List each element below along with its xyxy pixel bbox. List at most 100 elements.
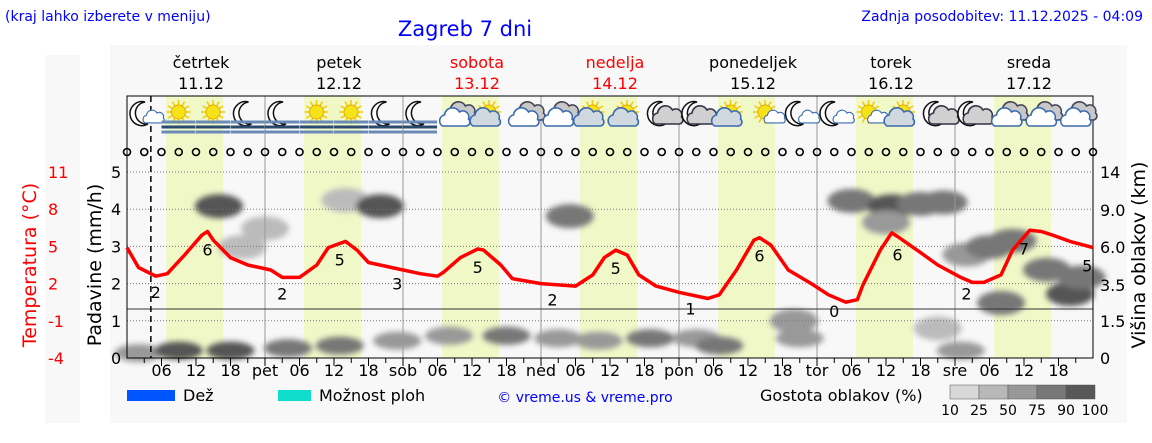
x-tick-label: 18 xyxy=(220,361,240,380)
rain-legend-label: Dež xyxy=(183,386,214,405)
three-hour-marker xyxy=(519,147,529,157)
three-hour-marker xyxy=(967,147,977,157)
cloud-height-tick: 1.5 xyxy=(1100,312,1125,331)
sun-ray xyxy=(767,101,772,107)
daylight-band xyxy=(442,96,500,358)
three-hour-marker xyxy=(950,147,960,157)
sun-ray xyxy=(482,101,487,107)
cloud-height-axis-label: Višina oblakov (km) xyxy=(1128,162,1150,349)
three-hour-marker xyxy=(829,147,839,157)
x-tick-label: 18 xyxy=(1048,361,1068,380)
x-tick-label: pon xyxy=(664,361,694,380)
sun-ray xyxy=(598,105,604,110)
day-name: sreda xyxy=(1007,53,1051,72)
three-hour-marker xyxy=(709,147,718,157)
three-hour-marker xyxy=(881,147,891,157)
precipitation-tick: 4 xyxy=(111,200,121,219)
sun-cloud-icon xyxy=(710,100,743,127)
moon-fog-icon xyxy=(403,100,437,134)
moon-shape xyxy=(784,100,804,127)
temperature-value-label: 5 xyxy=(1082,257,1092,276)
three-hour-marker xyxy=(691,147,701,157)
density-step-label: 50 xyxy=(999,403,1017,419)
sun-ray xyxy=(322,105,328,110)
sun-fog-icon xyxy=(299,100,334,134)
sun-ray xyxy=(494,105,500,110)
temperature-axis-panel xyxy=(45,55,80,423)
x-tick-label: 06 xyxy=(151,361,171,380)
three-hour-marker xyxy=(622,147,632,157)
three-hour-marker xyxy=(295,147,304,157)
sun-ray xyxy=(770,105,776,110)
three-hour-marker xyxy=(346,147,356,157)
three-hour-marker xyxy=(450,147,460,157)
cloud-shape xyxy=(507,107,540,127)
cloud-blob xyxy=(218,235,266,259)
cloud-height-tick: 6.0 xyxy=(1100,238,1125,257)
cloud-blob xyxy=(206,341,255,360)
day-date: 12.12 xyxy=(316,74,362,93)
cloud-blob xyxy=(154,341,203,360)
cloud-blob xyxy=(315,336,364,355)
x-tick-label: 06 xyxy=(289,361,309,380)
sun-ray xyxy=(309,101,314,107)
cloud-shape xyxy=(469,107,502,127)
x-tick-label: sre xyxy=(943,361,967,380)
three-hour-marker xyxy=(208,147,218,157)
three-hour-marker xyxy=(795,147,805,157)
page-title: Zagreb 7 dni xyxy=(398,17,532,41)
location-hint[interactable]: (kraj lahko izberete v meniju) xyxy=(5,9,211,25)
cloud-shape xyxy=(763,109,786,124)
cloud-blob xyxy=(114,344,163,363)
moon-fog-icon xyxy=(230,100,265,134)
last-update: Zadnja posodobitev: 11.12.2025 - 04:09 xyxy=(861,9,1143,25)
density-step-label: 75 xyxy=(1028,403,1046,419)
cloud-blob xyxy=(545,204,594,229)
sun-ray xyxy=(758,101,763,107)
sun-ray xyxy=(857,114,863,119)
x-tick-label: 18 xyxy=(358,361,378,380)
moon-fog-icon xyxy=(368,100,403,134)
cloud-shape xyxy=(1059,107,1092,127)
cloud-height-tick: 3.5 xyxy=(1100,276,1125,295)
three-hour-marker xyxy=(277,147,287,157)
x-tick-label: 06 xyxy=(427,361,447,380)
density-swatch xyxy=(1036,384,1067,400)
x-tick-label: 12 xyxy=(738,361,758,380)
sun-disc xyxy=(205,104,221,120)
moon-small-cloud-icon xyxy=(784,100,821,127)
moon-small-cloud-icon xyxy=(129,100,165,127)
x-tick-label: 12 xyxy=(600,361,620,380)
three-hour-marker xyxy=(916,147,925,157)
x-tick-label: 06 xyxy=(565,361,585,380)
three-hour-marker xyxy=(588,147,598,157)
x-tick-label: 12 xyxy=(324,361,344,380)
density-step-label: 100 xyxy=(1082,403,1109,419)
moon-small-cloud-icon xyxy=(819,100,855,127)
cloud-density-legend-title: Gostota oblakov (%) xyxy=(760,386,923,405)
density-step-label: 25 xyxy=(970,403,988,419)
sun-ray xyxy=(736,105,742,110)
cloud-blob xyxy=(574,331,623,350)
three-hour-marker xyxy=(898,147,908,157)
copyright-link[interactable]: © vreme.us & vreme.pro xyxy=(497,390,672,406)
sun-ray xyxy=(861,101,866,107)
three-hour-marker xyxy=(985,147,994,157)
sun-ray xyxy=(340,114,346,119)
three-hour-marker xyxy=(743,147,753,157)
cloud-shape xyxy=(572,107,605,127)
three-hour-marker xyxy=(640,147,649,157)
three-hour-marker xyxy=(312,147,322,157)
three-hour-marker xyxy=(605,147,615,157)
temperature-tick: 5 xyxy=(48,237,58,256)
three-hour-marker xyxy=(536,147,546,157)
three-hour-marker xyxy=(1088,147,1098,157)
density-swatch xyxy=(949,384,980,400)
showers-legend-label: Možnost ploh xyxy=(319,386,425,405)
sun-ray xyxy=(896,101,901,107)
cloud-blob xyxy=(534,329,583,348)
day-name: torek xyxy=(870,53,912,72)
cloud-blob xyxy=(482,326,531,345)
cloudy-icon xyxy=(1059,101,1098,127)
cloud-shape xyxy=(798,109,821,124)
